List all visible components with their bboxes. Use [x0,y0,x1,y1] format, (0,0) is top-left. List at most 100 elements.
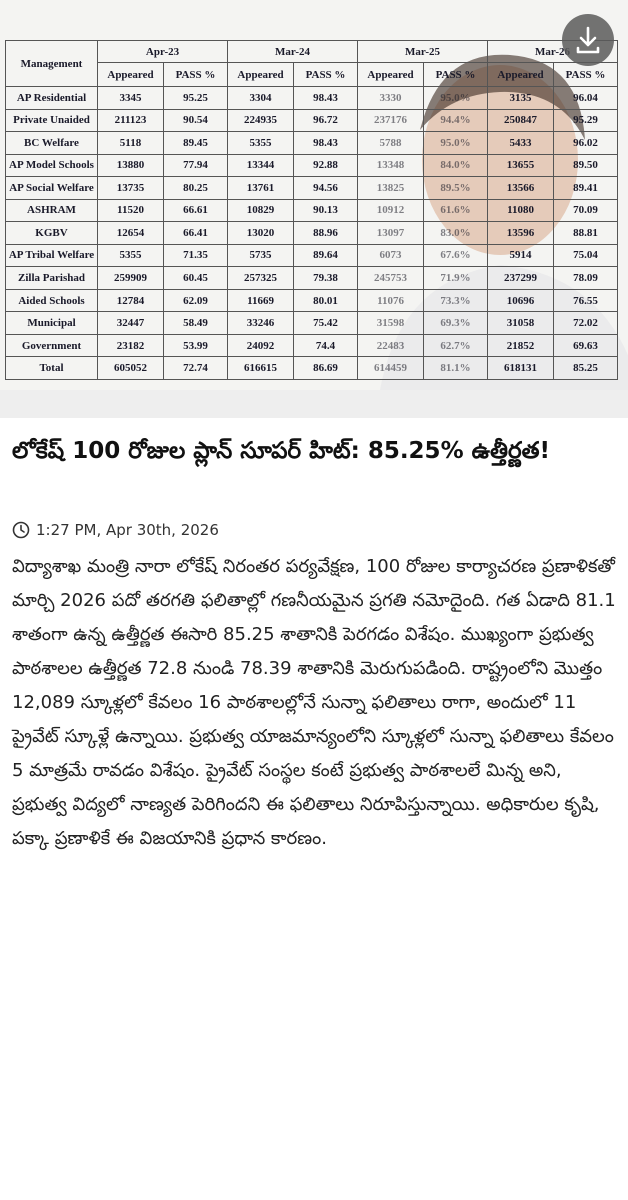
table-cell: 96.04 [553,86,619,110]
subheader-cell: PASS % [293,62,359,87]
table-row: Total 605052 72.74 616615 86.69 614459 81.1% 61… [5,356,619,380]
table-cell: 3304 [227,86,295,110]
download-icon [576,26,600,54]
table-cell: 80.01 [293,288,359,313]
table-cell: 13761 [227,176,295,200]
table-cell: 11076 [357,288,425,313]
table-cell: 5355 [97,243,164,268]
table-cell: 70.09 [553,198,619,223]
table-cell: 86.69 [293,356,359,380]
table-cell: 98.43 [293,131,359,155]
table-row: AP Tribal Welfare 5355 71.35 5735 89.64 6073 6… [5,243,619,268]
table-cell: 13655 [487,153,555,178]
table-row: Aided Schools 12784 62.09 11669 80.01 11076 73… [5,288,619,313]
table-cell: 95.0% [423,131,489,155]
table-row: Government 23182 53.99 24092 74.4 22483 62.7% 2… [5,333,619,358]
table-cell: 72.74 [162,356,229,380]
table-row: BC Welfare 5118 89.45 5355 98.43 5788 95.0% 543… [5,131,619,155]
row-label: BC Welfare [5,131,98,155]
table-cell: 71.9% [423,266,489,290]
article-body: విద్యాశాఖ మంత్రి నారా లోకేష్ నిరంతర పర్య… [12,556,616,849]
row-label: KGBV [5,221,98,245]
table-cell: 5355 [227,131,295,155]
subheader-cell: PASS % [423,62,489,87]
table-cell: 89.50 [553,153,619,178]
row-label: AP Social Welfare [5,176,98,200]
header-cell: Management [5,40,98,87]
table-cell: 237299 [487,266,555,290]
row-label: AP Residential [5,86,98,110]
table-cell: 95.29 [553,108,619,133]
table-cell: 13097 [357,221,425,245]
table-cell: 94.4% [423,108,489,133]
table-cell: 75.04 [553,243,619,268]
table-cell: 88.81 [553,221,619,245]
table-cell: 13348 [357,153,425,178]
table-cell: 31058 [487,311,555,335]
table-row: Municipal 32447 58.49 33246 75.42 31598 69.3% 3… [5,311,619,335]
subheader-cell: Appeared [97,62,164,87]
table-cell: 12784 [97,288,164,313]
table-cell: 224935 [227,108,295,133]
subheader-cell: PASS % [553,62,619,87]
article-time: 1:27 PM, Apr 30th, 2026 [36,521,219,539]
table-cell: 13825 [357,176,425,200]
table-cell: 3135 [487,86,555,110]
table-cell: 257325 [227,266,295,290]
table-cell: 94.56 [293,176,359,200]
table-cell: 250847 [487,108,555,133]
table-cell: 73.3% [423,288,489,313]
table-cell: 23182 [97,333,164,358]
table-cell: 66.41 [162,221,229,245]
table-cell: 89.45 [162,131,229,155]
table-row: Zilla Parishad 259909 60.45 257325 79.38 2457… [5,266,619,290]
table-cell: 13596 [487,221,555,245]
table-cell: 13735 [97,176,164,200]
table-cell: 11520 [97,198,164,223]
download-button[interactable] [562,14,614,66]
table-cell: 89.64 [293,243,359,268]
row-label: Aided Schools [5,288,98,313]
table-cell: 11080 [487,198,555,223]
table-cell: 92.88 [293,153,359,178]
row-label: Government [5,333,98,358]
table-cell: 616615 [227,356,295,380]
table-cell: 13566 [487,176,555,200]
table-cell: 83.0% [423,221,489,245]
table-cell: 5788 [357,131,425,155]
table-cell: 237176 [357,108,425,133]
table-cell: 89.5% [423,176,489,200]
row-label: Private Unaided [5,108,98,133]
row-label: AP Tribal Welfare [5,243,98,268]
table-cell: 11669 [227,288,295,313]
table-cell: 85.25 [553,356,619,380]
table-row: AP Social Welfare 13735 80.25 13761 94.56 138… [5,176,619,200]
table-cell: 13344 [227,153,295,178]
table-cell: 80.25 [162,176,229,200]
period-header: Apr-23 [96,40,229,63]
table-cell: 13020 [227,221,295,245]
table-cell: 95.0% [423,86,489,110]
table-cell: 618131 [487,356,555,380]
table-row: AP Model Schools 13880 77.94 13344 92.88 1334… [5,153,619,178]
table-cell: 90.13 [293,198,359,223]
table-row: ASHRAM 11520 66.61 10829 90.13 10912 61.6% 1108… [5,198,619,223]
table-cell: 69.63 [553,333,619,358]
row-label: Zilla Parishad [5,266,98,290]
row-label: Municipal [5,311,98,335]
table-cell: 3330 [357,86,425,110]
table-cell: 24092 [227,333,295,358]
table-cell: 10829 [227,198,295,223]
table-cell: 67.6% [423,243,489,268]
table-cell: 95.25 [162,86,229,110]
table-cell: 614459 [357,356,425,380]
table-cell: 5118 [97,131,164,155]
table-cell: 72.02 [553,311,619,335]
subheader-row: Appeared PASS % Appeared PASS % Appeared PASS… [6,62,619,87]
table-cell: 60.45 [162,266,229,290]
table-cell: 13880 [97,153,164,178]
table-cell: 33246 [227,311,295,335]
row-label: AP Model Schools [5,153,98,178]
table-cell: 211123 [97,108,164,133]
